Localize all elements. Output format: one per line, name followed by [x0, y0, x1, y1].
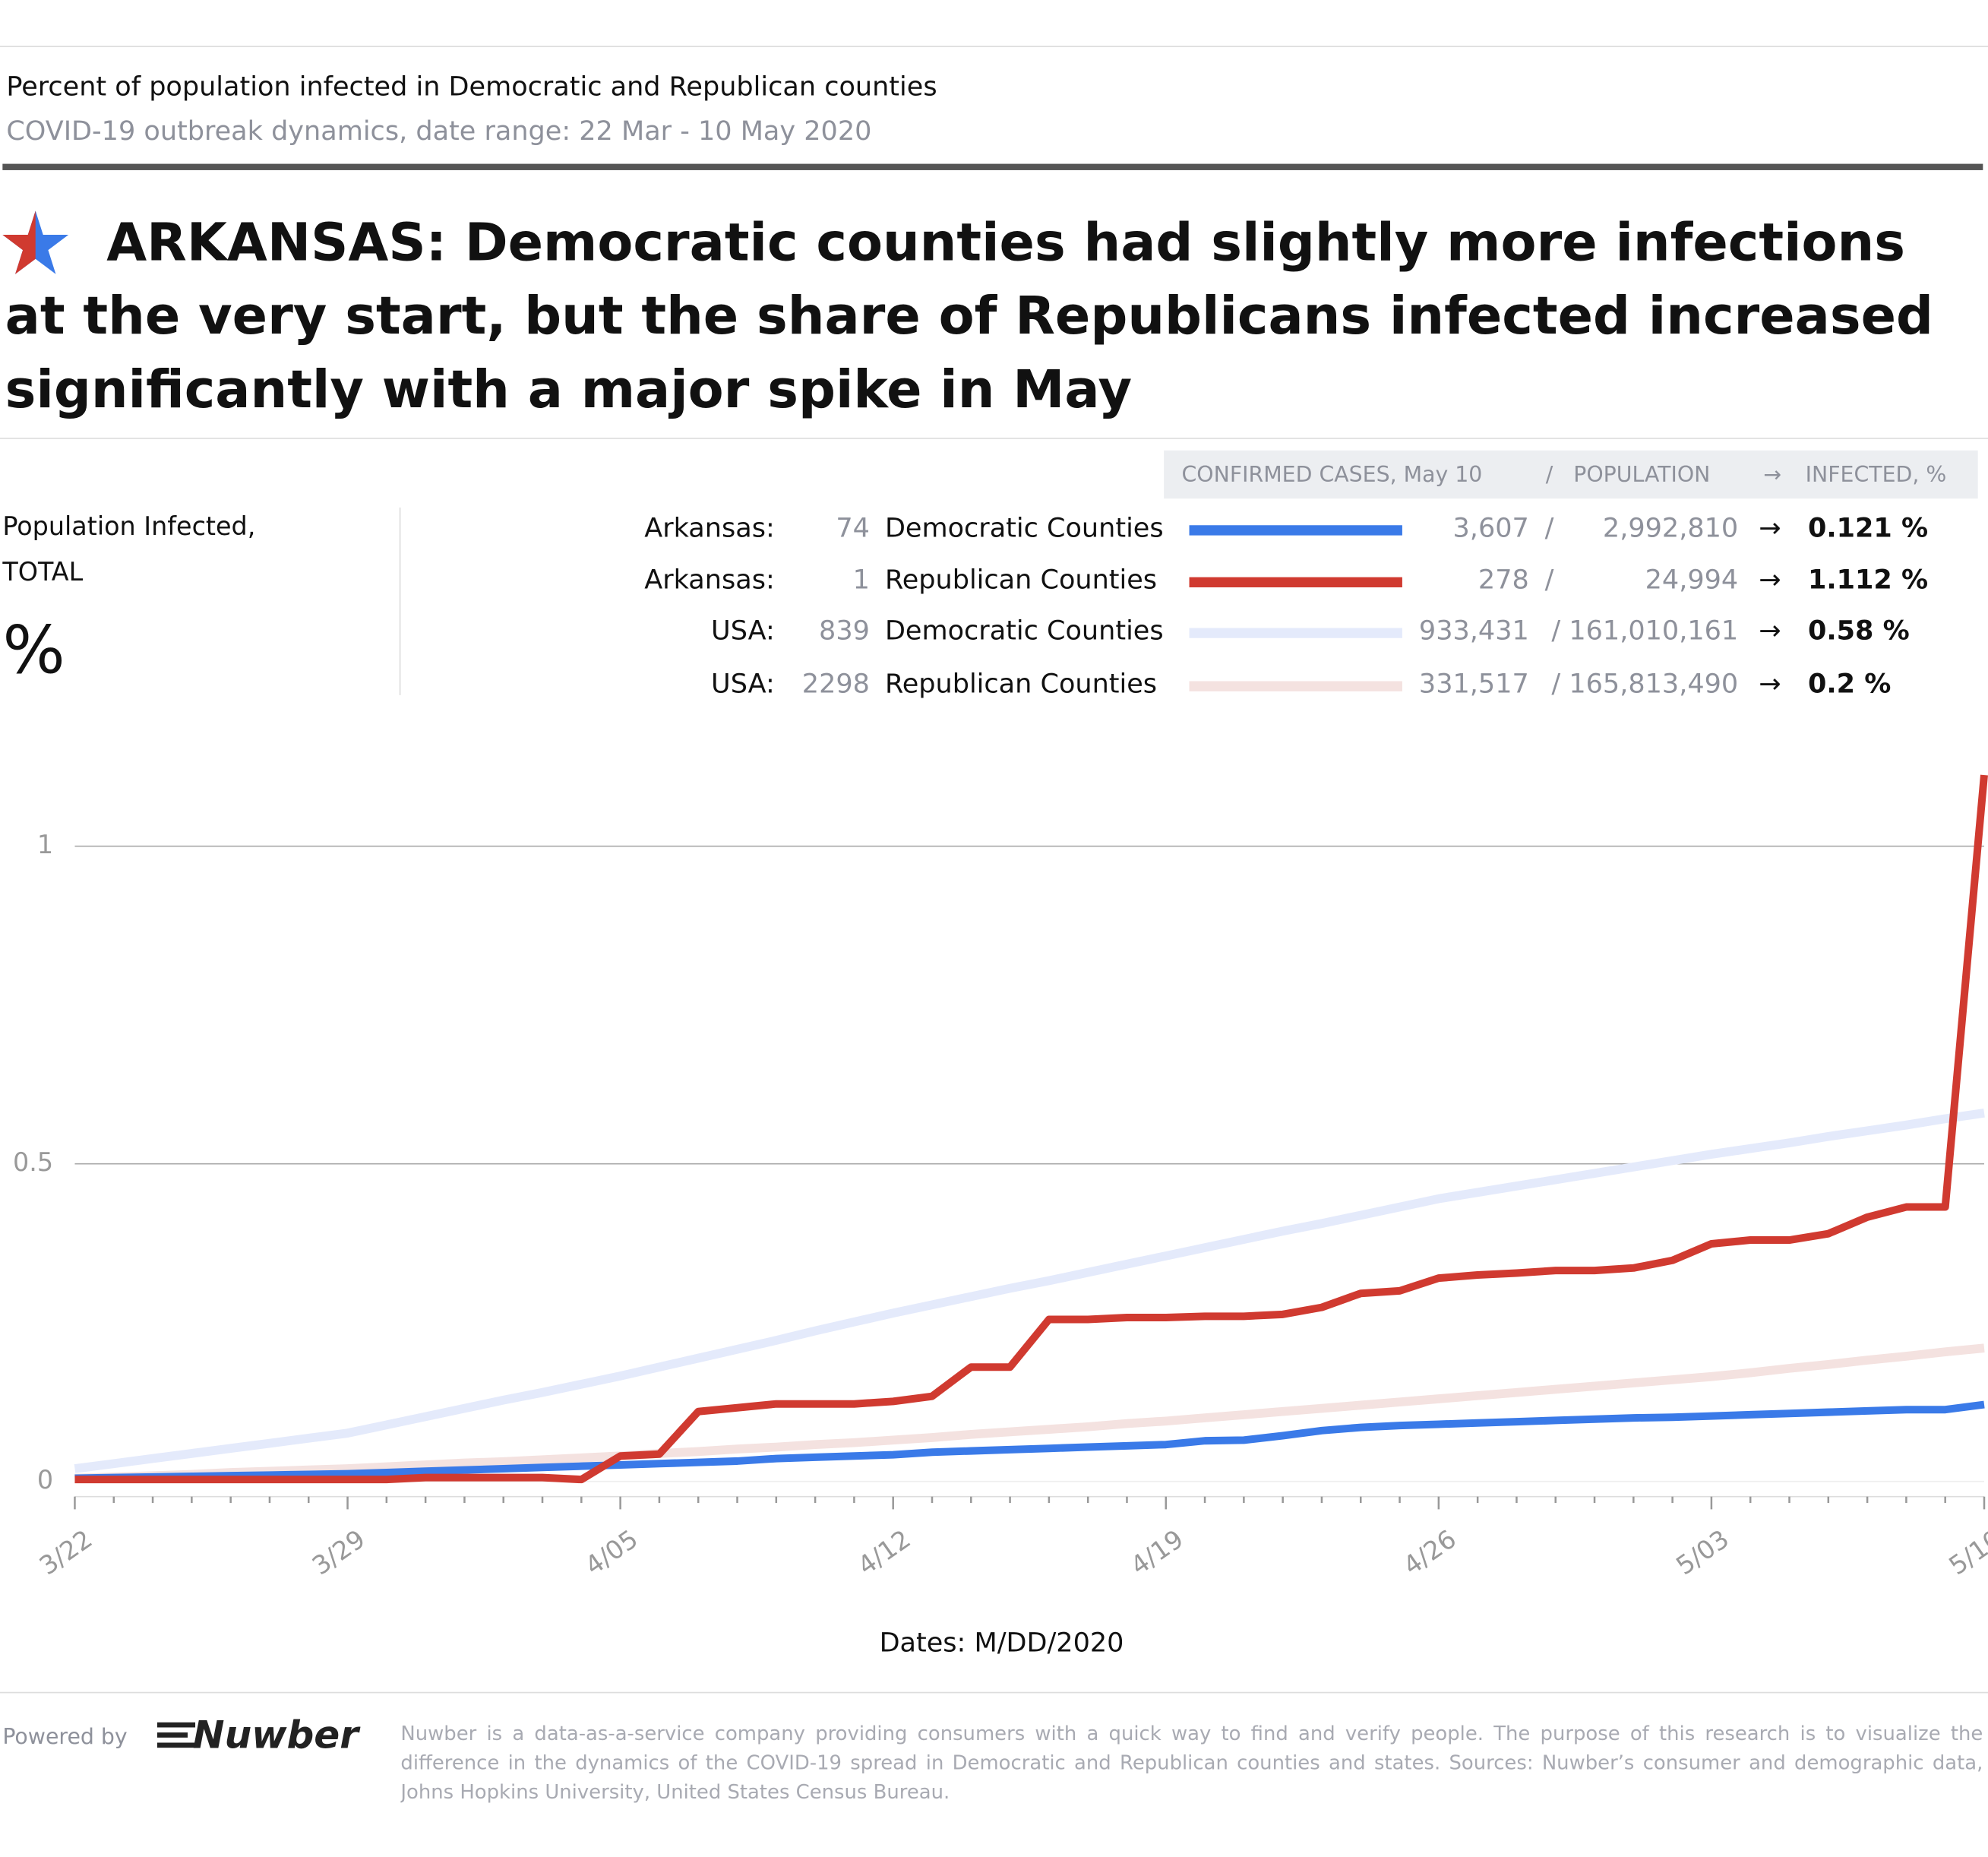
legend-arrow: →: [1759, 512, 1781, 543]
footer-box: Nuwber is a data-as-a-service company pr…: [400, 1722, 1983, 1804]
legend-population: 2,992,810: [1603, 512, 1738, 543]
legend-arrow: →: [1759, 669, 1781, 700]
headline-box: ARKANSAS: Democratic counties had slight…: [5, 212, 1933, 420]
legend-header: CONFIRMED CASES, May 10 / POPULATION → I…: [1182, 462, 1947, 487]
legend-header-bg: [1164, 450, 1978, 499]
title: Percent of population infected in Democr…: [6, 71, 937, 102]
line: [74, 1343, 1985, 1483]
x-tick-label: 4/12: [852, 1524, 916, 1581]
footer-text: Nuwber is a data-as-a-service company pr…: [400, 1722, 1983, 1804]
rule: [0, 438, 1988, 439]
legend-region: USA:: [711, 615, 775, 646]
legend-cases: 278: [1478, 565, 1529, 596]
powered-by: Powered by: [2, 1724, 127, 1749]
logo: Nuwber: [193, 1713, 362, 1757]
legend-arrow: →: [1759, 565, 1781, 596]
legend-population: / 165,813,490: [1551, 669, 1738, 700]
legend-population: / 161,010,161: [1551, 615, 1738, 646]
logo-mark: [156, 1722, 196, 1748]
legend-header-text: CONFIRMED CASES, May 10: [1182, 462, 1483, 487]
legend-region: USA:: [711, 669, 775, 700]
x-tick-label: 3/22: [34, 1524, 98, 1581]
line: [74, 1109, 1985, 1473]
summary-label: TOTAL: [2, 557, 83, 587]
summary-unit: %: [2, 612, 65, 688]
legend-arrow: →: [1759, 615, 1781, 646]
rule: [0, 46, 1988, 48]
legend-sep: /: [1545, 565, 1554, 596]
x-tick-label: 5/10: [1943, 1524, 1988, 1581]
legend-region: Arkansas:: [644, 565, 774, 596]
legend-count: 839: [819, 615, 870, 646]
x-tick-label: 4/19: [1125, 1524, 1189, 1581]
y-tick-label: 1: [37, 830, 53, 859]
legend-name: Democratic Counties: [885, 512, 1164, 543]
star: [2, 210, 36, 274]
legend-region: Arkansas:: [644, 512, 774, 543]
legend-header-text: INFECTED, %: [1806, 462, 1947, 487]
legend-cases: 331,517: [1419, 669, 1529, 700]
divider: [399, 507, 401, 695]
legend-name: Democratic Counties: [885, 615, 1164, 646]
legend-cases: 933,431: [1419, 615, 1529, 646]
legend-infected: 0.58 %: [1808, 615, 1910, 646]
legend-infected: 0.121 %: [1808, 512, 1928, 543]
x-tick-label: 5/03: [1670, 1524, 1734, 1581]
legend-population: 24,994: [1645, 565, 1739, 596]
headline: ARKANSAS: Democratic counties had slight…: [5, 212, 1933, 420]
legend-name: Republican Counties: [885, 565, 1157, 596]
rule: [0, 1691, 1988, 1694]
line: [74, 1400, 1985, 1482]
legend-count: 74: [836, 512, 870, 543]
legend-header-text: →: [1763, 462, 1781, 487]
legend-header-text: /: [1546, 462, 1553, 487]
x-tick-label: 4/05: [580, 1524, 643, 1581]
legend-name: Republican Counties: [885, 669, 1157, 700]
legend-cases: 3,607: [1453, 512, 1529, 543]
x-axis-label: Dates: M/DD/2020: [880, 1627, 1124, 1658]
y-tick-label: 0: [37, 1465, 53, 1495]
subtitle: COVID-19 outbreak dynamics, date range: …: [6, 115, 871, 147]
legend-infected: 1.112 %: [1808, 565, 1928, 596]
legend-count: 2298: [802, 669, 870, 700]
line: [74, 774, 1988, 1484]
x-tick-label: 4/26: [1398, 1524, 1462, 1581]
summary-label: Population Infected,: [2, 511, 255, 541]
x-tick-label: 3/29: [307, 1524, 371, 1581]
legend-sep: /: [1545, 512, 1554, 543]
rule: [2, 163, 1983, 170]
legend-header-text: POPULATION: [1573, 462, 1710, 487]
legend-count: 1: [853, 565, 870, 596]
legend-infected: 0.2 %: [1808, 669, 1891, 700]
y-tick-label: 0.5: [13, 1147, 53, 1177]
